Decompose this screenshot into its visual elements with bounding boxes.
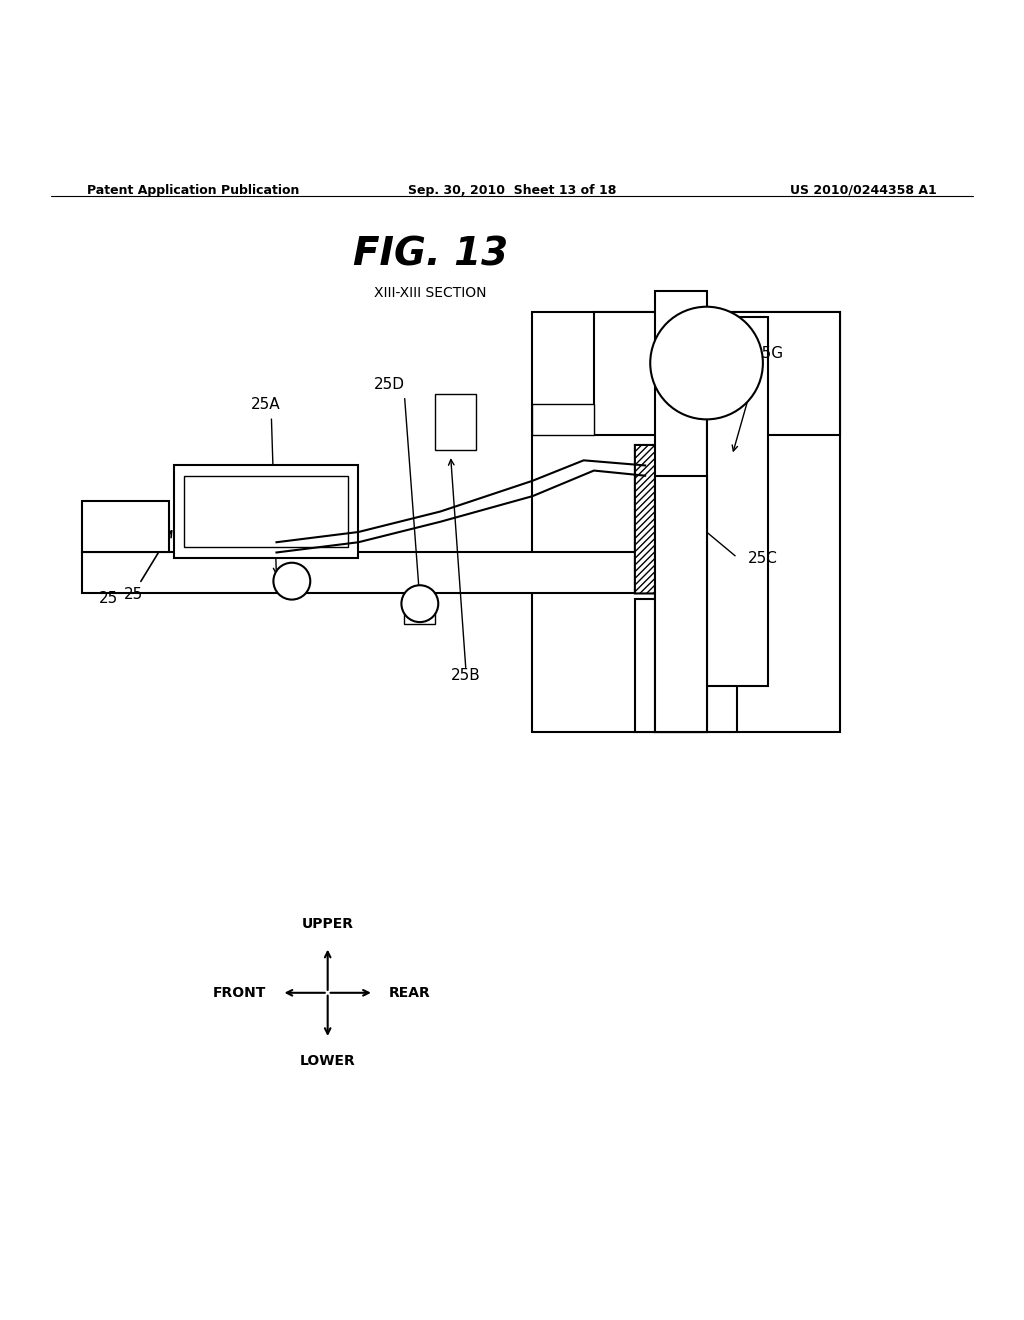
Text: 25G: 25G: [753, 346, 783, 360]
Text: LOWER: LOWER: [300, 1055, 355, 1068]
Bar: [635, 598, 737, 731]
Circle shape: [401, 585, 438, 622]
Bar: [174, 466, 358, 557]
Text: FRONT: FRONT: [213, 986, 266, 999]
Bar: [82, 553, 676, 594]
Text: FIG. 13: FIG. 13: [352, 235, 508, 273]
Bar: [435, 393, 476, 450]
Bar: [184, 475, 348, 548]
Text: UPPER: UPPER: [302, 917, 353, 932]
Bar: [404, 594, 435, 624]
Bar: [532, 312, 840, 731]
Text: 25D: 25D: [374, 376, 404, 392]
Polygon shape: [82, 502, 169, 553]
Bar: [655, 292, 707, 731]
Text: 25A: 25A: [251, 397, 281, 412]
Circle shape: [273, 562, 310, 599]
Bar: [655, 475, 707, 731]
Bar: [707, 317, 768, 685]
Text: XIII-XIII SECTION: XIII-XIII SECTION: [374, 286, 486, 300]
Text: 25: 25: [124, 531, 172, 602]
Bar: [82, 553, 676, 594]
Text: REAR: REAR: [389, 986, 431, 999]
Text: Sep. 30, 2010  Sheet 13 of 18: Sep. 30, 2010 Sheet 13 of 18: [408, 183, 616, 197]
Text: Patent Application Publication: Patent Application Publication: [87, 183, 299, 197]
Text: US 2010/0244358 A1: US 2010/0244358 A1: [791, 183, 937, 197]
Bar: [594, 312, 840, 434]
Text: 25: 25: [98, 590, 118, 606]
Text: 25C: 25C: [748, 550, 777, 566]
Text: 25B: 25B: [451, 668, 480, 684]
Bar: [532, 404, 594, 434]
Polygon shape: [635, 445, 707, 594]
Circle shape: [650, 306, 763, 420]
Bar: [655, 475, 707, 731]
